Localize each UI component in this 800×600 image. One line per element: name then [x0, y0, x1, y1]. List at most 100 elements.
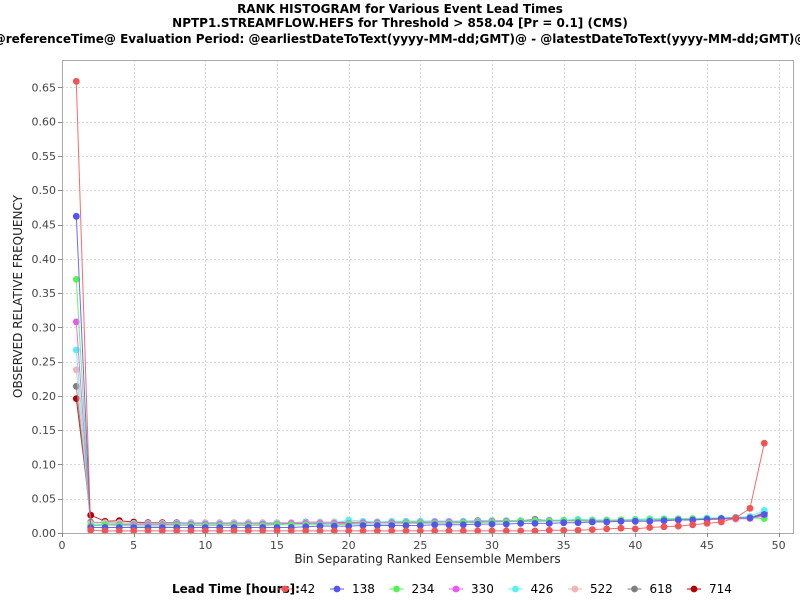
x-tick-label: 30: [485, 539, 499, 552]
data-point: [345, 527, 353, 535]
legend-label: 714: [709, 582, 732, 596]
series-42: [72, 77, 768, 535]
data-point: [689, 521, 697, 529]
legend-item-618: 618: [627, 582, 673, 596]
data-point: [617, 517, 625, 525]
data-point: [631, 517, 639, 525]
plot-border: [62, 60, 794, 534]
data-point: [545, 520, 553, 527]
data-point: [302, 527, 310, 535]
data-point: [459, 527, 467, 535]
data-point: [388, 527, 396, 535]
data-point: [474, 520, 482, 528]
legend-marker: [333, 585, 341, 593]
legend-marker: [512, 585, 519, 593]
data-point: [373, 527, 381, 535]
legend-marker: [631, 585, 638, 593]
y-axis-ticks: 0.00 0.05 0.10 0.15 0.20 0.25 0.30 0.35 0.40 0.45…: [32, 81, 62, 540]
x-tick-label: 25: [413, 539, 427, 552]
data-point: [431, 521, 439, 529]
legend-item-42: 42: [278, 582, 315, 596]
data-point: [674, 522, 682, 530]
legend-item-714: 714: [687, 582, 732, 596]
data-point: [201, 527, 209, 535]
data-point: [72, 77, 80, 85]
data-point: [445, 527, 453, 535]
legend-label: 138: [352, 582, 375, 596]
y-tick-label: 0.30: [32, 321, 57, 334]
y-tick-label: 0.35: [32, 287, 57, 300]
data-point: [101, 527, 109, 535]
data-point: [732, 514, 740, 522]
data-point: [72, 318, 80, 326]
legend-marker: [571, 585, 579, 593]
data-point: [87, 526, 95, 534]
data-point: [416, 527, 424, 535]
data-point: [488, 527, 496, 535]
legend-item-234: 234: [389, 582, 435, 596]
data-point: [574, 526, 582, 534]
data-point: [531, 527, 539, 535]
x-tick-label: 45: [700, 539, 714, 552]
data-point: [560, 526, 568, 534]
data-point: [187, 527, 195, 535]
data-point: [359, 527, 367, 535]
chart-title-group: RANK HISTOGRAM for Various Event Lead Ti…: [0, 2, 800, 46]
data-point: [502, 527, 510, 535]
x-tick-label: 50: [772, 539, 786, 552]
data-point: [760, 439, 768, 447]
data-point: [660, 523, 668, 531]
data-point: [72, 276, 80, 283]
data-point: [674, 516, 682, 524]
legend-marker: [690, 585, 698, 593]
data-point: [230, 527, 238, 535]
data-point: [660, 517, 668, 525]
data-point: [330, 522, 338, 530]
data-point: [130, 527, 138, 535]
data-point: [330, 527, 338, 535]
legend-item-330: 330: [449, 582, 494, 596]
chart-title: RANK HISTOGRAM for Various Event Lead Ti…: [237, 2, 563, 16]
data-point: [158, 527, 166, 535]
y-tick-label: 0.00: [32, 527, 57, 540]
y-tick-label: 0.65: [32, 81, 57, 94]
chart-evaluation-period: @referenceTime@ Evaluation Period: @earl…: [0, 32, 800, 46]
data-point: [345, 522, 353, 530]
data-point: [72, 212, 80, 220]
x-tick-label: 5: [130, 539, 137, 552]
data-point: [560, 519, 568, 527]
x-axis-ticks: 0 5 10 15 20 25 30 35 40 45 50: [59, 533, 786, 552]
x-tick-label: 0: [59, 539, 66, 552]
legend-label: 330: [471, 582, 494, 596]
data-point: [416, 522, 424, 529]
data-point: [316, 527, 324, 535]
legend-title: Lead Time [hours]:: [172, 582, 300, 596]
y-axis-label: OBSERVED RELATIVE FREQUENCY: [11, 194, 25, 398]
data-point: [144, 527, 152, 535]
x-tick-label: 15: [270, 539, 284, 552]
legend-label: 234: [412, 582, 435, 596]
data-point: [402, 527, 410, 535]
data-point: [488, 520, 496, 528]
data-point: [445, 521, 453, 529]
data-point: [646, 517, 654, 525]
y-tick-label: 0.50: [32, 184, 57, 197]
y-tick-label: 0.40: [32, 253, 57, 266]
data-point: [216, 527, 224, 535]
legend-item-426: 426: [508, 582, 553, 596]
data-point: [603, 525, 611, 533]
legend-item-138: 138: [330, 582, 375, 596]
legend-label: 618: [650, 582, 673, 596]
legend-label: 42: [300, 582, 315, 596]
data-point: [760, 511, 768, 518]
y-tick-label: 0.05: [32, 493, 57, 506]
x-tick-label: 35: [557, 539, 571, 552]
data-point: [259, 527, 267, 535]
y-tick-label: 0.20: [32, 390, 57, 403]
data-point: [115, 527, 123, 535]
legend-marker: [281, 585, 289, 593]
x-tick-label: 10: [198, 539, 212, 552]
y-tick-label: 0.55: [32, 150, 57, 163]
data-point: [244, 527, 252, 535]
